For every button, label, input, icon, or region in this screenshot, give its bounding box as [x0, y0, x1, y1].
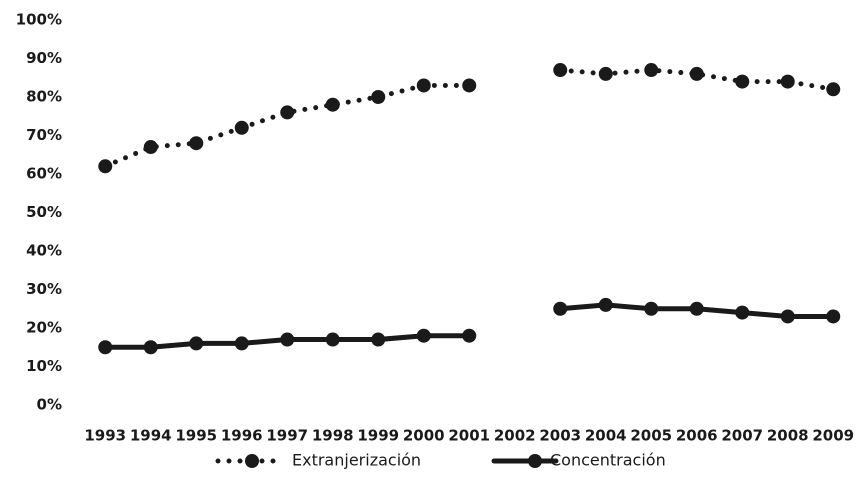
point	[143, 340, 158, 355]
x-tick-label: 2003	[539, 427, 581, 445]
series-line	[102, 82, 472, 169]
y-tick-label: 20%	[26, 319, 62, 337]
point	[598, 66, 613, 81]
point	[462, 328, 477, 343]
y-tick-label: 50%	[26, 203, 62, 221]
legend-marker	[245, 454, 259, 468]
x-tick-label: 1995	[175, 427, 217, 445]
y-tick-label: 30%	[26, 280, 62, 298]
x-tick-label: 2006	[676, 427, 718, 445]
x-tick-label: 1998	[312, 427, 354, 445]
y-tick-label: 100%	[16, 11, 62, 29]
point	[280, 105, 295, 120]
y-tick-label: 60%	[26, 165, 62, 183]
y-tick-label: 10%	[26, 357, 62, 375]
point	[826, 82, 841, 97]
point	[735, 74, 750, 89]
point	[325, 97, 340, 112]
x-tick-label: 1994	[130, 427, 172, 445]
point	[644, 63, 659, 78]
x-tick-label: 2007	[721, 427, 763, 445]
y-tick-label: 0%	[37, 396, 62, 414]
legend: Extranjerización Concentración	[215, 451, 666, 470]
x-tick-label: 2002	[494, 427, 536, 445]
point	[371, 90, 386, 104]
x-tick-label: 1997	[266, 427, 308, 445]
point	[462, 78, 477, 93]
point	[780, 74, 795, 89]
point	[553, 301, 568, 316]
x-tick-label: 1993	[84, 427, 126, 445]
x-tick-label: 2000	[403, 427, 445, 445]
point	[325, 332, 340, 347]
point	[143, 140, 158, 155]
y-tick-label: 70%	[26, 126, 62, 144]
point	[98, 159, 113, 174]
x-tick-label: 2005	[630, 427, 672, 445]
point	[644, 301, 659, 316]
legend-label: Concentración	[550, 451, 666, 470]
legend-label: Extranjerización	[292, 451, 421, 470]
y-tick-label: 80%	[26, 88, 62, 106]
point	[780, 309, 795, 324]
point	[234, 336, 249, 351]
point	[234, 120, 249, 135]
point	[735, 305, 750, 320]
y-tick-label: 90%	[26, 49, 62, 67]
point	[280, 332, 295, 347]
point	[371, 332, 386, 347]
x-tick-label: 2008	[767, 427, 809, 445]
point	[416, 328, 431, 343]
x-tick-label: 2009	[812, 427, 854, 445]
point	[189, 136, 204, 151]
point	[826, 309, 841, 324]
legend-marker	[528, 454, 542, 468]
x-tick-label: 2004	[585, 427, 627, 445]
x-tick-label: 1996	[221, 427, 263, 445]
point	[598, 297, 613, 312]
x-tick-label: 1999	[357, 427, 399, 445]
point	[98, 340, 113, 355]
point	[689, 66, 704, 81]
x-tick-label: 2001	[448, 427, 490, 445]
point	[416, 78, 431, 93]
y-tick-label: 40%	[26, 242, 62, 260]
point	[189, 336, 204, 351]
point	[553, 63, 568, 78]
point	[689, 301, 704, 316]
